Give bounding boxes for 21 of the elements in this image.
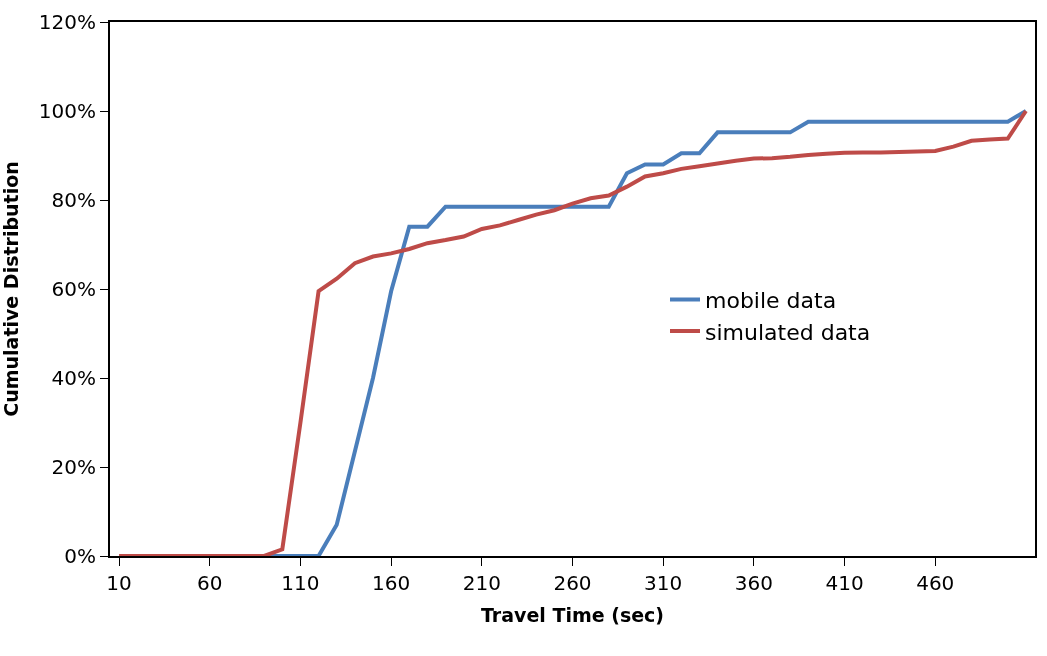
x-tick-label: 60	[197, 571, 223, 595]
x-tick-label: 210	[462, 571, 501, 595]
x-tick-label: 160	[372, 571, 411, 595]
x-axis-title: Travel Time (sec)	[480, 604, 665, 627]
y-tick-label: 80%	[51, 188, 96, 212]
y-tick-label: 100%	[38, 99, 96, 123]
legend-label: mobile data	[705, 288, 837, 314]
y-tick-label: 120%	[38, 10, 96, 34]
x-tick-label: 360	[734, 571, 773, 595]
x-tick-label: 10	[106, 571, 132, 595]
y-axis-title: Cumulative Distribution	[0, 161, 23, 417]
x-tick-label: 310	[644, 571, 683, 595]
x-tick-label: 110	[281, 571, 320, 595]
x-tick-label: 260	[553, 571, 592, 595]
y-tick-label: 40%	[51, 366, 96, 390]
y-tick-label: 20%	[51, 455, 96, 479]
y-tick-label: 0%	[64, 544, 96, 568]
x-tick-label: 410	[825, 571, 864, 595]
x-tick-label: 460	[916, 571, 955, 595]
legend-label: simulated data	[705, 319, 871, 345]
y-tick-label: 60%	[51, 277, 96, 301]
